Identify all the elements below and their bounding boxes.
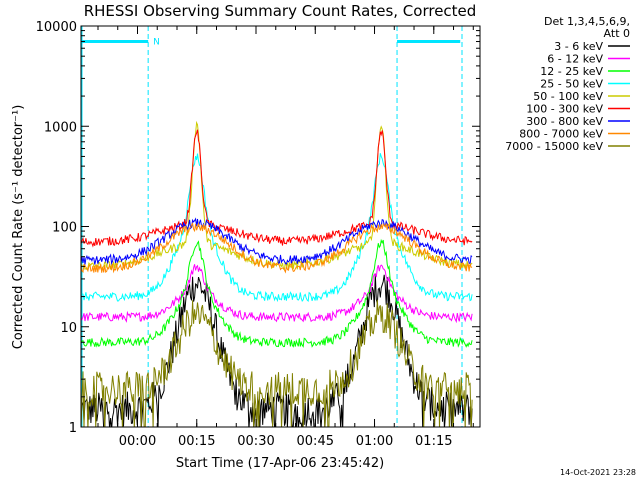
legend-label-3: 12 - 25 keV: [540, 65, 603, 78]
night-label: N: [153, 38, 160, 48]
series-line-6: [81, 129, 473, 248]
series-line-9: [81, 299, 473, 427]
series-line-7: [81, 217, 473, 266]
chart-title: RHESSI Observing Summary Count Rates, Co…: [84, 2, 477, 20]
x-tick-label-3: 00:30: [237, 434, 274, 449]
y-tick-label-1: 1: [69, 421, 77, 436]
legend-label-8: 800 - 7000 keV: [519, 128, 603, 141]
x-tick-label-2: 00:15: [178, 434, 215, 449]
series-line-4: [81, 153, 473, 303]
x-tick-label-5: 01:00: [356, 434, 393, 449]
x-tick-label-4: 00:45: [297, 434, 334, 449]
x-axis-label: Start Time (17-Apr-06 23:45:42): [176, 456, 384, 471]
legend-label-6: 100 - 300 keV: [526, 103, 603, 116]
footer-date: 14-Oct-2021 23:28: [560, 468, 636, 477]
series-line-1: [81, 273, 473, 427]
y-tick-label-5: 10000: [36, 20, 77, 35]
legend-label-9: 7000 - 15000 keV: [505, 140, 603, 153]
series-line-5: [81, 120, 473, 271]
legend-label-1: 3 - 6 keV: [554, 40, 603, 53]
y-tick-label-2: 10: [60, 321, 77, 336]
y-tick-label-3: 100: [52, 221, 77, 236]
legend-header-line-1: Det 1,3,4,5,6,9,: [544, 15, 630, 28]
x-tick-label-6: 01:15: [415, 434, 452, 449]
series-line-2: [81, 264, 473, 324]
y-tick-label-4: 1000: [44, 120, 77, 135]
plot-frame: [80, 25, 481, 428]
y-axis-label: Corrected Count Rate (s⁻¹ detector⁻¹): [11, 105, 26, 350]
legend-label-7: 300 - 800 keV: [526, 115, 603, 128]
series-line-3: [81, 238, 473, 348]
x-tick-label-1: 00:00: [119, 434, 156, 449]
series-line-8: [81, 222, 473, 274]
legend-label-5: 50 - 100 keV: [533, 90, 603, 103]
legend-label-4: 25 - 50 keV: [540, 78, 603, 91]
legend-header-line-2: Att 0: [604, 27, 630, 40]
legend-label-2: 6 - 12 keV: [547, 53, 603, 66]
plot-area: N 1 10 100 1000 10000 00:00 00:15 00:30 00:45 01:0…: [36, 20, 481, 449]
